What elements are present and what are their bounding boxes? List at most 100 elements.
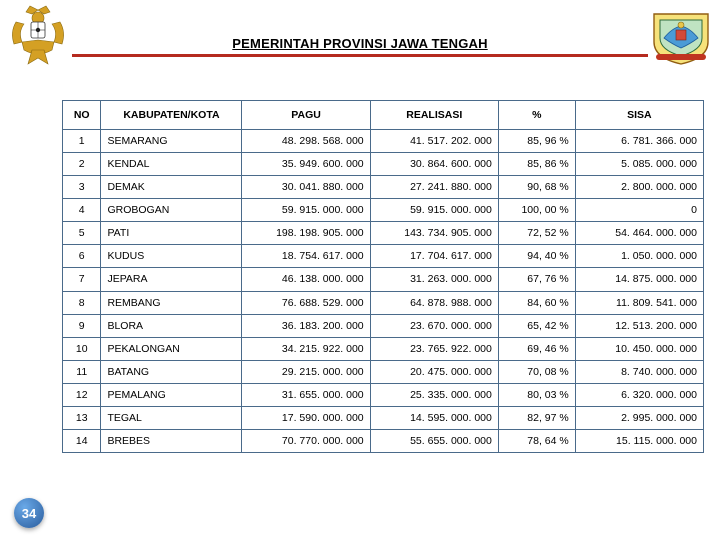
cell-kabupaten: BREBES	[101, 429, 242, 452]
cell-pagu: 198. 198. 905. 000	[242, 222, 370, 245]
cell-no: 12	[63, 383, 101, 406]
cell-percent: 80, 03 %	[498, 383, 575, 406]
cell-sisa: 12. 513. 200. 000	[575, 314, 703, 337]
cell-percent: 82, 97 %	[498, 406, 575, 429]
cell-realisasi: 14. 595. 000. 000	[370, 406, 498, 429]
cell-percent: 78, 64 %	[498, 429, 575, 452]
cell-percent: 65, 42 %	[498, 314, 575, 337]
cell-percent: 85, 96 %	[498, 130, 575, 153]
cell-percent: 69, 46 %	[498, 337, 575, 360]
col-no: NO	[63, 101, 101, 130]
table-row: 8REMBANG76. 688. 529. 00064. 878. 988. 0…	[63, 291, 704, 314]
table-row: 10PEKALONGAN34. 215. 922. 00023. 765. 92…	[63, 337, 704, 360]
table-row: 6KUDUS18. 754. 617. 00017. 704. 617. 000…	[63, 245, 704, 268]
table-row: 4GROBOGAN59. 915. 000. 00059. 915. 000. …	[63, 199, 704, 222]
cell-kabupaten: PATI	[101, 222, 242, 245]
cell-percent: 94, 40 %	[498, 245, 575, 268]
cell-kabupaten: PEMALANG	[101, 383, 242, 406]
budget-table: NO KABUPATEN/KOTA PAGU REALISASI % SISA …	[62, 100, 704, 453]
table-row: 11BATANG29. 215. 000. 00020. 475. 000. 0…	[63, 360, 704, 383]
cell-realisasi: 27. 241. 880. 000	[370, 176, 498, 199]
cell-no: 8	[63, 291, 101, 314]
cell-kabupaten: PEKALONGAN	[101, 337, 242, 360]
cell-sisa: 54. 464. 000. 000	[575, 222, 703, 245]
cell-sisa: 10. 450. 000. 000	[575, 337, 703, 360]
cell-pagu: 36. 183. 200. 000	[242, 314, 370, 337]
cell-kabupaten: KENDAL	[101, 153, 242, 176]
page-number-badge: 34	[14, 498, 44, 528]
cell-no: 11	[63, 360, 101, 383]
cell-sisa: 14. 875. 000. 000	[575, 268, 703, 291]
cell-percent: 70, 08 %	[498, 360, 575, 383]
header-rule	[72, 54, 648, 57]
cell-kabupaten: DEMAK	[101, 176, 242, 199]
cell-sisa: 5. 085. 000. 000	[575, 153, 703, 176]
cell-sisa: 1. 050. 000. 000	[575, 245, 703, 268]
cell-percent: 84, 60 %	[498, 291, 575, 314]
table-row: 3DEMAK30. 041. 880. 00027. 241. 880. 000…	[63, 176, 704, 199]
col-sisa: SISA	[575, 101, 703, 130]
cell-pagu: 76. 688. 529. 000	[242, 291, 370, 314]
cell-no: 9	[63, 314, 101, 337]
cell-no: 13	[63, 406, 101, 429]
cell-realisasi: 31. 263. 000. 000	[370, 268, 498, 291]
col-pagu: PAGU	[242, 101, 370, 130]
cell-sisa: 15. 115. 000. 000	[575, 429, 703, 452]
cell-pagu: 34. 215. 922. 000	[242, 337, 370, 360]
col-percent: %	[498, 101, 575, 130]
table-row: 13TEGAL17. 590. 000. 00014. 595. 000. 00…	[63, 406, 704, 429]
table-row: 12PEMALANG31. 655. 000. 00025. 335. 000.…	[63, 383, 704, 406]
cell-no: 14	[63, 429, 101, 452]
table-row: 5PATI198. 198. 905. 000143. 734. 905. 00…	[63, 222, 704, 245]
cell-pagu: 59. 915. 000. 000	[242, 199, 370, 222]
cell-sisa: 11. 809. 541. 000	[575, 291, 703, 314]
cell-kabupaten: JEPARA	[101, 268, 242, 291]
cell-realisasi: 41. 517. 202. 000	[370, 130, 498, 153]
cell-kabupaten: BATANG	[101, 360, 242, 383]
cell-no: 1	[63, 130, 101, 153]
cell-sisa: 6. 320. 000. 000	[575, 383, 703, 406]
cell-realisasi: 30. 864. 600. 000	[370, 153, 498, 176]
cell-realisasi: 25. 335. 000. 000	[370, 383, 498, 406]
budget-table-container: NO KABUPATEN/KOTA PAGU REALISASI % SISA …	[62, 100, 704, 453]
cell-sisa: 8. 740. 000. 000	[575, 360, 703, 383]
table-row: 7JEPARA46. 138. 000. 00031. 263. 000. 00…	[63, 268, 704, 291]
cell-realisasi: 20. 475. 000. 000	[370, 360, 498, 383]
cell-pagu: 31. 655. 000. 000	[242, 383, 370, 406]
cell-kabupaten: REMBANG	[101, 291, 242, 314]
cell-pagu: 17. 590. 000. 000	[242, 406, 370, 429]
table-row: 1SEMARANG48. 298. 568. 00041. 517. 202. …	[63, 130, 704, 153]
page-header: PEMERINTAH PROVINSI JAWA TENGAH	[0, 0, 720, 78]
table-row: 9BLORA36. 183. 200. 00023. 670. 000. 000…	[63, 314, 704, 337]
cell-sisa: 2. 995. 000. 000	[575, 406, 703, 429]
cell-kabupaten: GROBOGAN	[101, 199, 242, 222]
cell-kabupaten: KUDUS	[101, 245, 242, 268]
cell-sisa: 2. 800. 000. 000	[575, 176, 703, 199]
cell-realisasi: 17. 704. 617. 000	[370, 245, 498, 268]
cell-realisasi: 23. 670. 000. 000	[370, 314, 498, 337]
cell-pagu: 35. 949. 600. 000	[242, 153, 370, 176]
cell-pagu: 29. 215. 000. 000	[242, 360, 370, 383]
table-body: 1SEMARANG48. 298. 568. 00041. 517. 202. …	[63, 130, 704, 453]
cell-percent: 72, 52 %	[498, 222, 575, 245]
cell-no: 5	[63, 222, 101, 245]
cell-percent: 85, 86 %	[498, 153, 575, 176]
col-kabupaten: KABUPATEN/KOTA	[101, 101, 242, 130]
cell-percent: 90, 68 %	[498, 176, 575, 199]
cell-realisasi: 59. 915. 000. 000	[370, 199, 498, 222]
cell-kabupaten: TEGAL	[101, 406, 242, 429]
cell-kabupaten: SEMARANG	[101, 130, 242, 153]
cell-pagu: 48. 298. 568. 000	[242, 130, 370, 153]
col-realisasi: REALISASI	[370, 101, 498, 130]
cell-kabupaten: BLORA	[101, 314, 242, 337]
cell-no: 6	[63, 245, 101, 268]
cell-pagu: 70. 770. 000. 000	[242, 429, 370, 452]
table-row: 2KENDAL35. 949. 600. 00030. 864. 600. 00…	[63, 153, 704, 176]
cell-realisasi: 23. 765. 922. 000	[370, 337, 498, 360]
cell-no: 7	[63, 268, 101, 291]
cell-pagu: 18. 754. 617. 000	[242, 245, 370, 268]
cell-percent: 67, 76 %	[498, 268, 575, 291]
cell-pagu: 46. 138. 000. 000	[242, 268, 370, 291]
cell-no: 2	[63, 153, 101, 176]
cell-realisasi: 55. 655. 000. 000	[370, 429, 498, 452]
